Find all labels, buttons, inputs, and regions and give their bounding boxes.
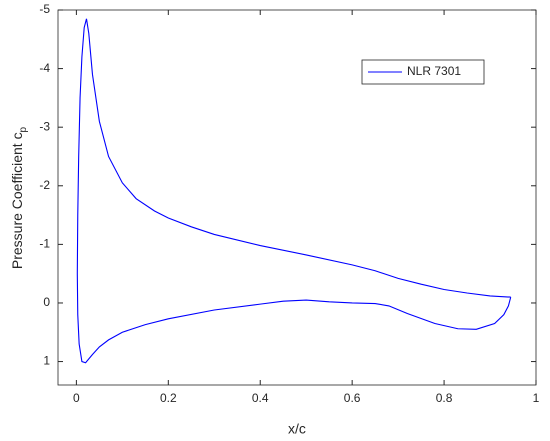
x-tick-label: 0.6 bbox=[344, 391, 361, 405]
x-tick-label: 0 bbox=[73, 391, 80, 405]
x-axis-label: x/c bbox=[288, 421, 306, 437]
x-tick-label: 0.2 bbox=[160, 391, 177, 405]
x-tick-label: 0.8 bbox=[436, 391, 453, 405]
y-tick-label: -5 bbox=[39, 2, 50, 16]
y-axis-label: Pressure Coefficient cp bbox=[9, 126, 29, 269]
y-tick-label: -3 bbox=[39, 119, 50, 133]
legend-label: NLR 7301 bbox=[407, 64, 461, 78]
y-tick-label: -1 bbox=[39, 237, 50, 251]
y-tick-label: -2 bbox=[39, 178, 50, 192]
y-label-subscript: p bbox=[18, 126, 29, 132]
x-tick-label: 0.4 bbox=[252, 391, 269, 405]
y-tick-label: 1 bbox=[43, 354, 50, 368]
y-tick-label: -4 bbox=[39, 61, 50, 75]
data-line bbox=[76, 18, 512, 364]
x-tick-label: 1 bbox=[533, 391, 540, 405]
y-tick-label: 0 bbox=[43, 295, 50, 309]
y-label-main: Pressure Coefficient c bbox=[9, 132, 25, 269]
